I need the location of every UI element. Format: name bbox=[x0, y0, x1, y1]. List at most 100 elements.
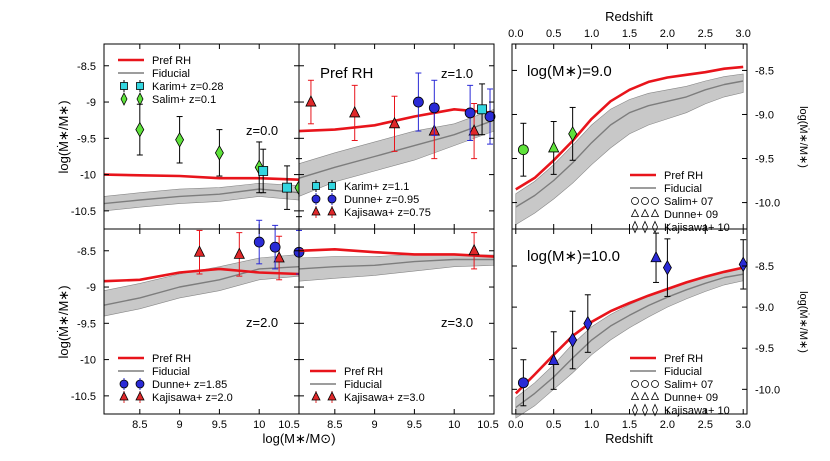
legend-z3-label: Pref RH bbox=[344, 366, 383, 378]
z2-point-dunne bbox=[269, 241, 281, 253]
y-tick-label: -10.5 bbox=[71, 391, 96, 403]
x-tick-label: 0.0 bbox=[508, 419, 523, 431]
legend-z1-square-key bbox=[328, 182, 336, 190]
right-y-axis-label-bottom: log(Ṁ∗/M∗) bbox=[797, 291, 810, 353]
redshift-label-z0: z=0.0 bbox=[246, 123, 278, 138]
legend-m9-label: Salim+ 07 bbox=[664, 196, 713, 208]
x-tick-label: 10.5 bbox=[477, 419, 498, 431]
top-x-tick-label: 0.0 bbox=[508, 28, 523, 40]
z1-point-kajisawa bbox=[388, 116, 401, 129]
top-x-tick-label: 2.0 bbox=[660, 28, 675, 40]
legend-m10-triangle-key bbox=[630, 391, 640, 400]
redshift-label-z1: z=1.0 bbox=[441, 66, 473, 81]
legend-m9-label: Pref RH bbox=[664, 170, 703, 182]
z1-point-karim bbox=[477, 104, 487, 115]
legend-z3-label: Kajisawa+ z=3.0 bbox=[344, 392, 425, 404]
fiducial-line-z0 bbox=[103, 188, 300, 205]
left-x-axis-label: log(M∗/M⊙) bbox=[262, 431, 335, 446]
y-tick-label: -10.0 bbox=[755, 384, 780, 396]
x-tick-label: 1.5 bbox=[622, 419, 637, 431]
z0-point-karim bbox=[282, 182, 292, 193]
panel-title-pref-rh: Pref RH bbox=[320, 65, 373, 82]
z1-point-kajisawa bbox=[305, 95, 317, 107]
legend-z2-label: Fiducial bbox=[152, 366, 190, 378]
legend-z1-triangle-key bbox=[311, 206, 321, 216]
y-tick-label: -9.0 bbox=[755, 302, 774, 314]
legend-m10-triangle-key bbox=[640, 391, 650, 400]
panel-frame-z3 bbox=[298, 228, 495, 415]
legend-z2-label: Pref RH bbox=[152, 353, 191, 365]
legend-z3-triangle-key bbox=[327, 391, 337, 401]
legend-m9-label: Kajisawa+ 10 bbox=[664, 222, 730, 234]
legend-m10-circle-key bbox=[641, 380, 649, 388]
z0-point-salim bbox=[175, 131, 185, 148]
legend-m9-circle-key bbox=[641, 197, 649, 205]
legend-z2-label: Kajisawa+ z=2.0 bbox=[152, 392, 233, 404]
m10-point-dunne bbox=[517, 377, 529, 389]
legend-m9-diamond-key bbox=[642, 220, 648, 234]
z2-point-kajisawa bbox=[193, 245, 206, 257]
pref-rh-line-z3 bbox=[298, 248, 495, 258]
x-tick-label: 0.5 bbox=[546, 419, 561, 431]
z0-point-salim bbox=[135, 121, 145, 138]
x-tick-label: 8.5 bbox=[327, 419, 342, 431]
mass-label-m9: log(M∗)=9.0 bbox=[527, 63, 612, 80]
legend-z0-diamond-key bbox=[120, 92, 128, 106]
x-tick-label: 10 bbox=[253, 419, 265, 431]
x-tick-label: 9.5 bbox=[212, 419, 227, 431]
legend-z2-triangle-key bbox=[119, 391, 129, 401]
top-x-tick-label: 2.5 bbox=[698, 28, 713, 40]
legend-z0-label: Pref RH bbox=[152, 55, 191, 67]
x-tick-label: 2.5 bbox=[698, 419, 713, 431]
z1-point-dunne bbox=[412, 96, 424, 108]
legend-z2-circle-key bbox=[119, 379, 129, 389]
legend-z1-triangle-key bbox=[327, 206, 337, 216]
legend-z2-circle-key bbox=[135, 379, 145, 389]
x-tick-label: 2.0 bbox=[660, 419, 675, 431]
right-y-axis-label-top: log(Ṁ∗/M∗) bbox=[797, 106, 810, 168]
legend-m9-circle-key bbox=[651, 197, 659, 205]
left-y-axis-label-bottom: log(Ṁ∗/M∗) bbox=[56, 285, 71, 358]
top-x-tick-label: 0.5 bbox=[546, 28, 561, 40]
legend-z0-label: Karim+ z=0.28 bbox=[152, 81, 224, 93]
fiducial-band-z2 bbox=[103, 254, 300, 317]
legend-m9-circle-key bbox=[631, 197, 639, 205]
m9-point-salim bbox=[548, 141, 560, 153]
y-tick-label: -9.5 bbox=[77, 318, 96, 330]
m10-point-dunne bbox=[738, 256, 748, 273]
y-tick-label: -9.5 bbox=[77, 133, 96, 145]
z1-point-kajisawa bbox=[349, 106, 361, 118]
fiducial-band-z0 bbox=[103, 182, 300, 212]
y-tick-label: -8.5 bbox=[77, 61, 96, 73]
legend-m9-triangle-key bbox=[630, 208, 640, 217]
x-tick-label: 10.5 bbox=[278, 419, 299, 431]
y-tick-label: -9.5 bbox=[755, 343, 774, 355]
legend-z1-label: Dunne+ z=0.95 bbox=[344, 194, 419, 206]
m9-point-salim bbox=[568, 126, 578, 142]
y-tick-label: -9 bbox=[86, 97, 96, 109]
legend-m10-diamond-key bbox=[642, 403, 648, 417]
legend-z0-square-key bbox=[136, 82, 144, 90]
legend-m10-circle-key bbox=[651, 380, 659, 388]
legend-z1-label: Karim+ z=1.1 bbox=[344, 181, 409, 193]
legend-m10-label: Salim+ 07 bbox=[664, 379, 713, 391]
legend-z1-circle-key bbox=[327, 194, 337, 204]
legend-z0-label: Salim+ z=0.1 bbox=[152, 94, 216, 106]
y-tick-label: -8.5 bbox=[77, 246, 96, 258]
legend-m10-label: Fiducial bbox=[664, 366, 702, 378]
y-tick-label: -9.5 bbox=[755, 154, 774, 166]
x-tick-label: 10 bbox=[448, 419, 460, 431]
z2-point-dunne bbox=[253, 236, 265, 248]
y-tick-label: -10.5 bbox=[71, 206, 96, 218]
m10-point-dunne bbox=[548, 353, 560, 365]
pref-rh-line-z0 bbox=[103, 173, 300, 181]
legend-z2-triangle-key bbox=[135, 391, 145, 401]
y-tick-label: -8.5 bbox=[755, 261, 774, 273]
legend-m10-label: Kajisawa+ 10 bbox=[664, 405, 730, 417]
legend-z1-circle-key bbox=[311, 194, 321, 204]
legend-m9-diamond-key bbox=[652, 220, 658, 234]
x-tick-label: 8.5 bbox=[132, 419, 147, 431]
x-tick-label: 3.0 bbox=[736, 419, 751, 431]
legend-z1-label: Kajisawa+ z=0.75 bbox=[344, 207, 431, 219]
